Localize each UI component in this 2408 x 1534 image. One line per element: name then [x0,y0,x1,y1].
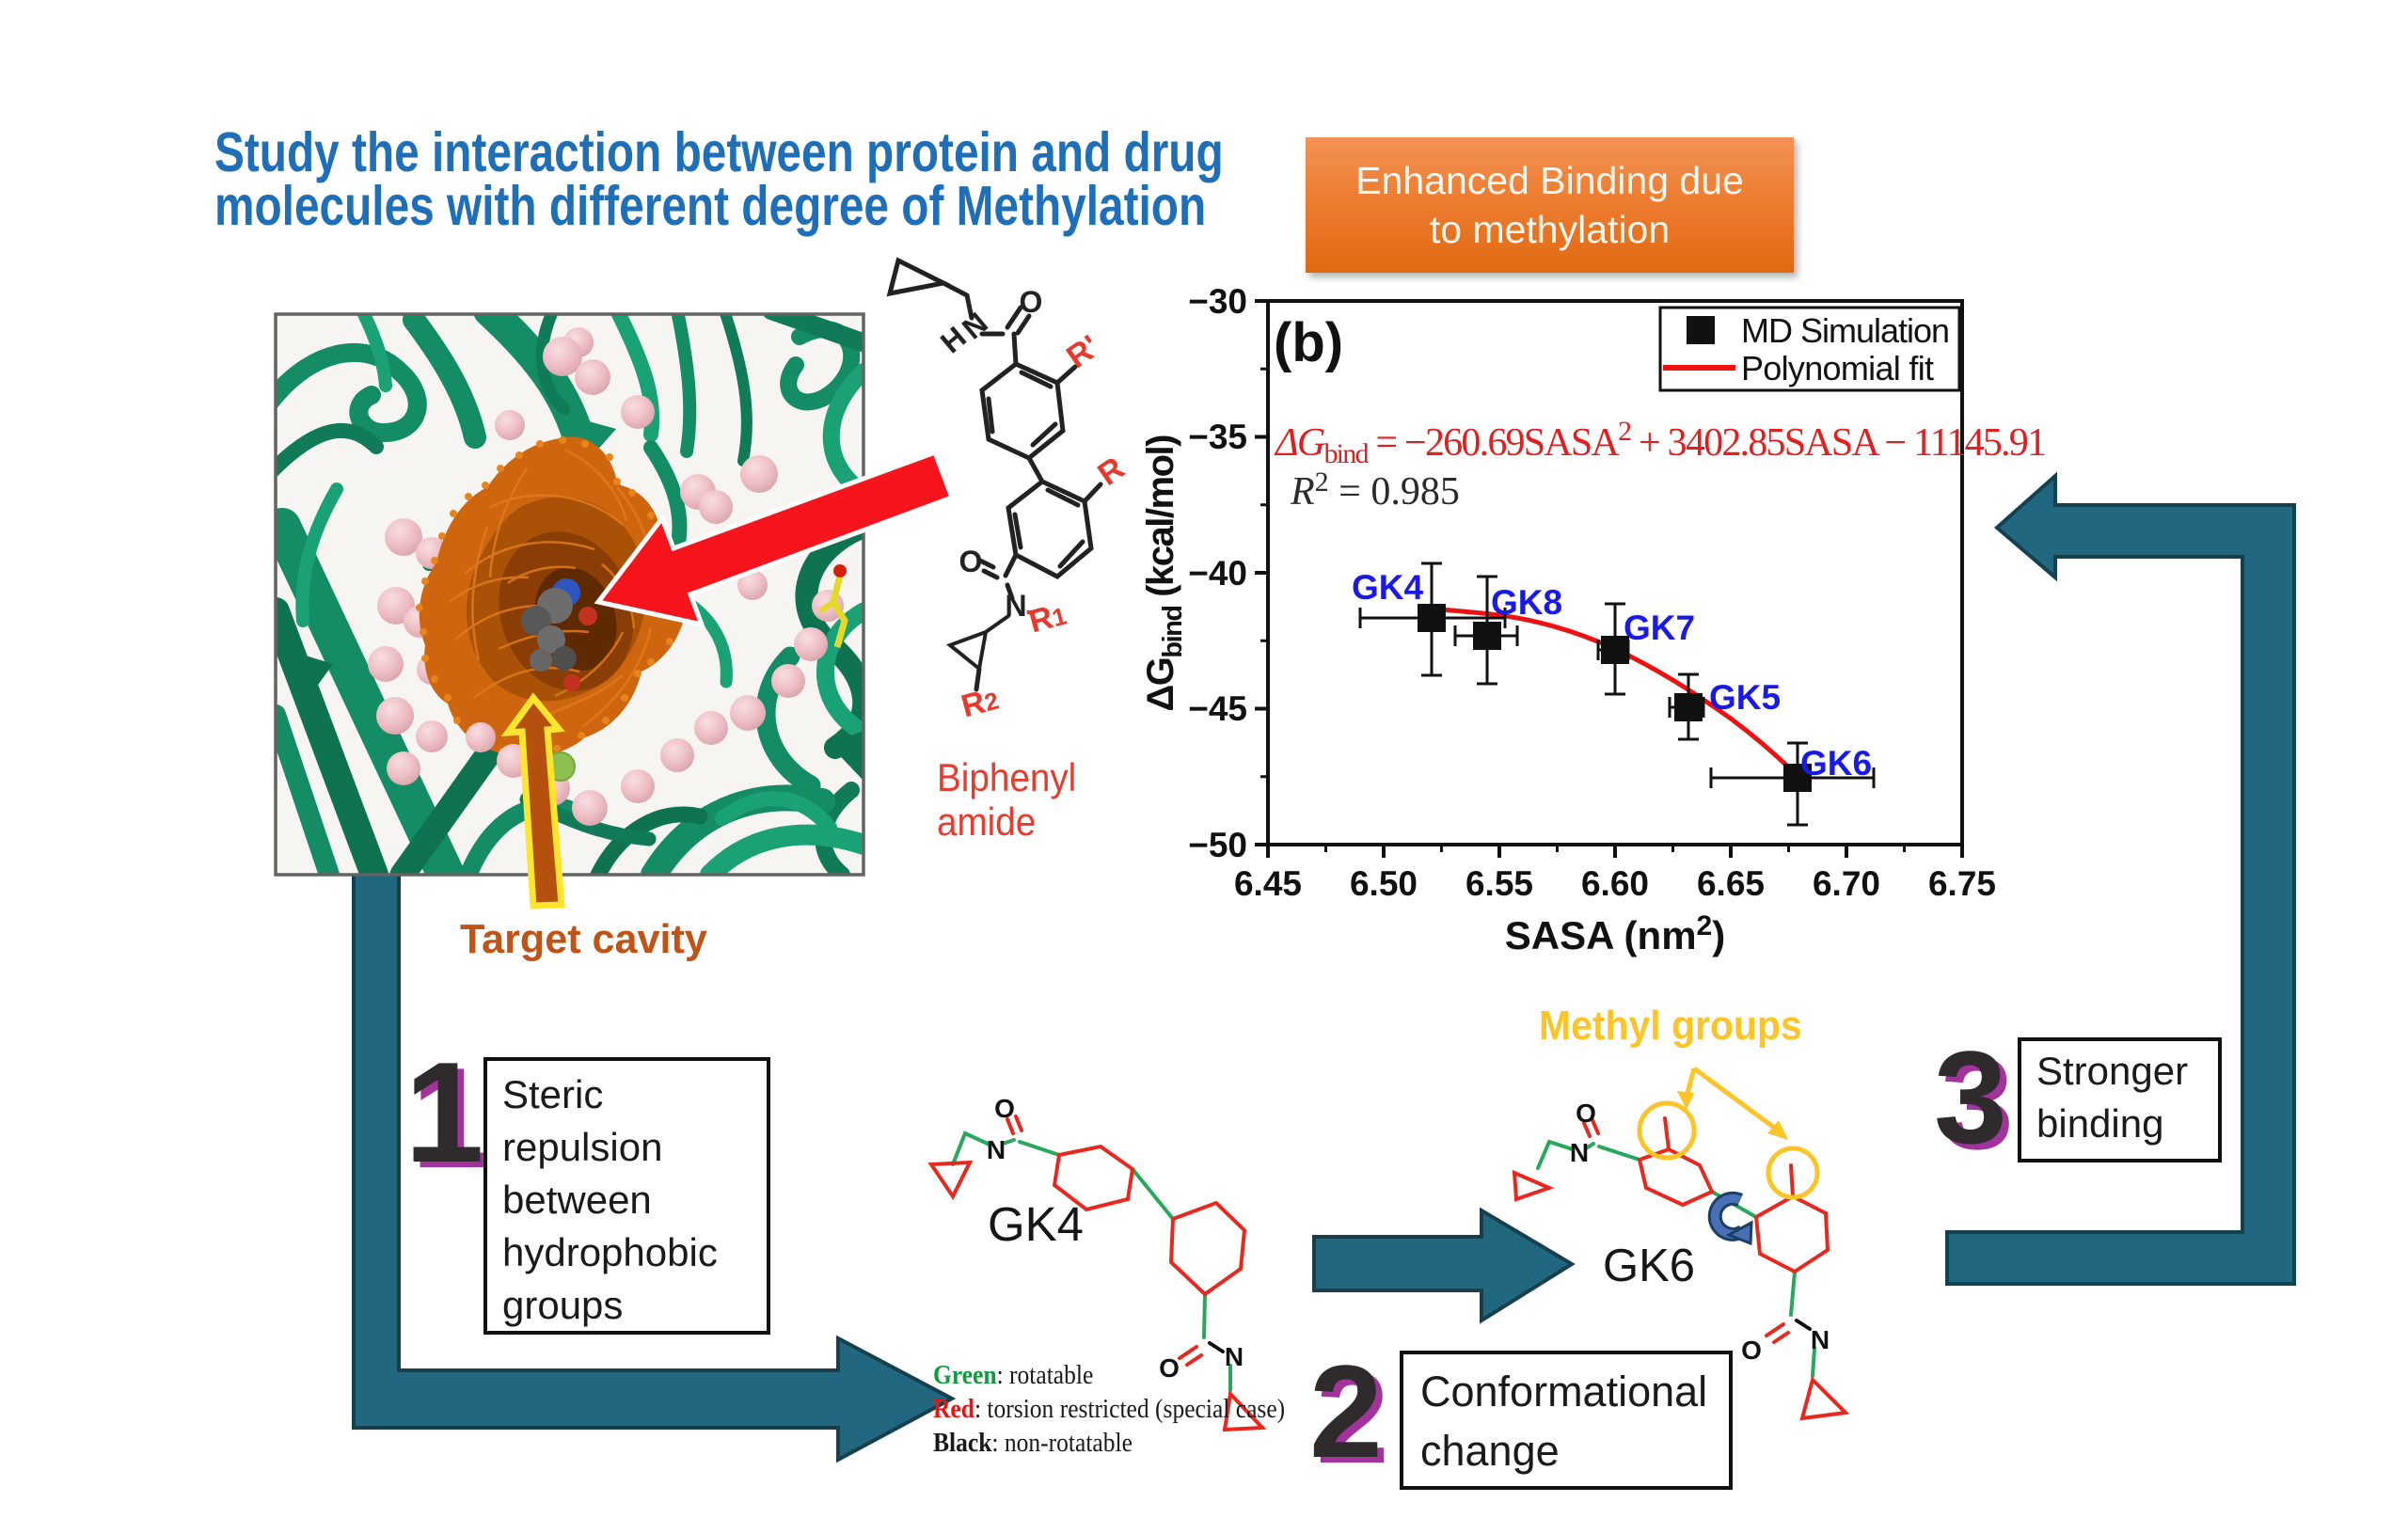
svg-text:−40: −40 [1188,554,1247,593]
svg-text:GK6: GK6 [1800,744,1872,783]
svg-text:R2 = 0.985: R2 = 0.985 [1290,467,1460,514]
svg-text:N: N [1225,1342,1244,1371]
svg-text:(b): (b) [1274,312,1343,373]
svg-text:6.70: 6.70 [1813,864,1880,903]
svg-text:SASA (nm2): SASA (nm2) [1505,910,1725,957]
svg-text:GK7: GK7 [1624,609,1695,647]
svg-text:N: N [1570,1138,1589,1167]
svg-text:N: N [1811,1325,1830,1354]
svg-text:O: O [1576,1099,1596,1128]
svg-text:R': R' [1060,328,1106,375]
svg-text:−30: −30 [1188,282,1247,321]
svg-text:R2: R2 [958,681,1003,725]
svg-text:6.45: 6.45 [1234,864,1302,903]
svg-text:ΔGbind = −260.69SASA2 + 3402.8: ΔGbind = −260.69SASA2 + 3402.85SASA − 11… [1274,416,2047,469]
svg-text:GK4: GK4 [1352,568,1424,607]
svg-text:-: - [1025,593,1036,628]
svg-text:O: O [1020,285,1043,319]
svg-text:−35: −35 [1188,418,1247,456]
svg-text:−50: −50 [1188,826,1247,864]
svg-text:O: O [994,1094,1015,1123]
svg-text:6.60: 6.60 [1581,864,1649,903]
svg-text:N: N [1005,589,1026,623]
svg-text:6.55: 6.55 [1465,864,1533,903]
svg-text:6.50: 6.50 [1350,864,1418,903]
svg-text:−45: −45 [1188,689,1247,728]
svg-text:GK5: GK5 [1709,678,1781,717]
svg-text:O: O [1741,1336,1762,1365]
svg-text:Polynomial fit: Polynomial fit [1741,349,1934,387]
svg-text:O: O [1159,1353,1180,1383]
svg-text:6.65: 6.65 [1697,864,1765,903]
svg-text:6.75: 6.75 [1928,864,1996,903]
svg-text:MD Simulation: MD Simulation [1741,311,1950,350]
svg-text:O: O [959,545,983,578]
svg-text:N: N [987,1135,1006,1164]
svg-text:ΔGbind (kcal/mol): ΔGbind (kcal/mol) [1140,435,1188,712]
svg-text:GK8: GK8 [1491,583,1562,622]
